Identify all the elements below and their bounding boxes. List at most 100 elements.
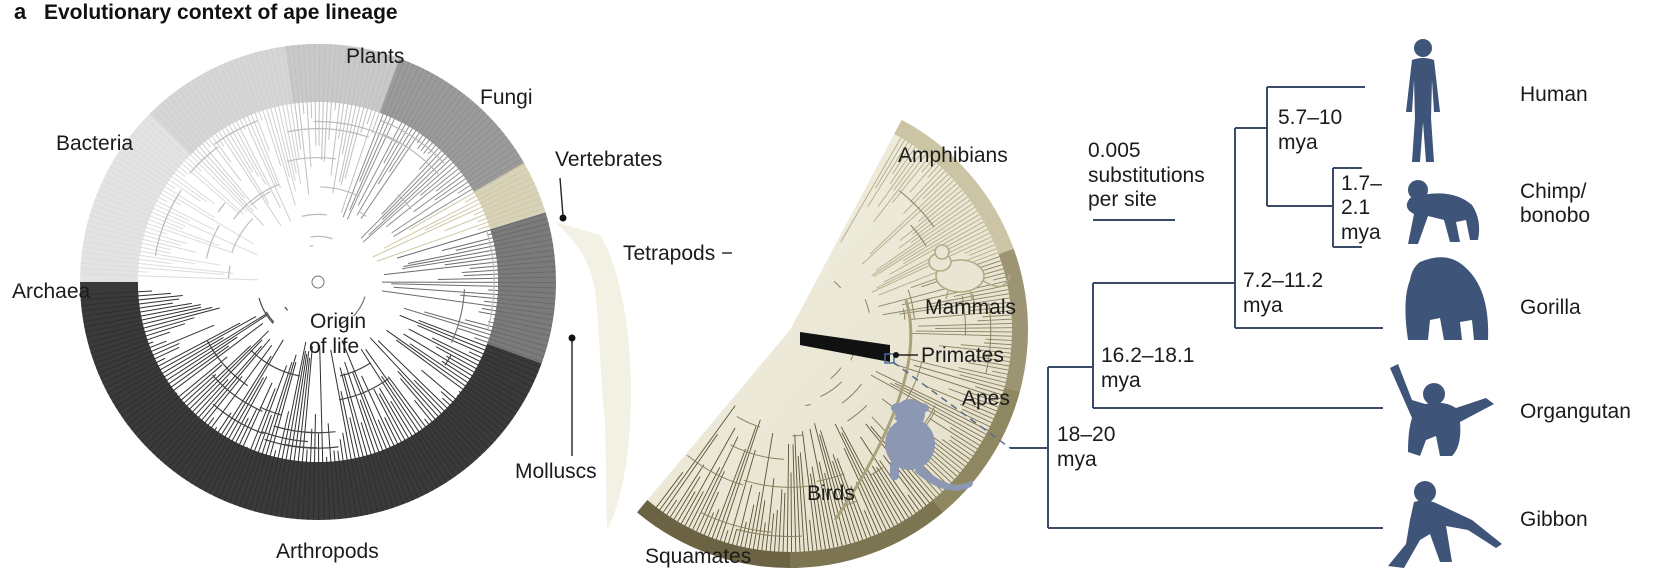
fan-tip-branch <box>892 156 930 203</box>
fan-tip-branch <box>875 370 991 428</box>
fan-tip-branch <box>666 499 678 515</box>
tip-branch <box>115 313 267 408</box>
tip-branch <box>396 339 510 424</box>
origin-node <box>311 275 325 289</box>
tip-branch <box>457 327 545 358</box>
tip-branch <box>455 228 551 251</box>
tip-branch <box>172 417 215 472</box>
tip-branch <box>200 74 259 177</box>
tip-branch <box>333 450 341 519</box>
tip-branch <box>149 113 248 212</box>
internal-arc <box>250 349 300 377</box>
scale-label-line3: per site <box>1088 188 1157 211</box>
internal-arc <box>309 245 314 247</box>
tip-branch <box>82 246 196 265</box>
tip-branch <box>371 58 400 134</box>
tip-branch <box>459 294 556 305</box>
tip-branch <box>442 397 493 445</box>
tip-branch <box>127 323 264 426</box>
vertebrates-callout <box>559 177 564 217</box>
fan-tip-branch <box>677 491 696 522</box>
internal-arc <box>450 289 466 343</box>
tip-branch <box>334 45 342 111</box>
ape-phylogeny <box>1010 86 1383 529</box>
apes-zoom-line <box>892 361 1011 449</box>
tip-branch <box>477 197 541 223</box>
tip-branch <box>387 376 461 474</box>
fan-tip-branch <box>899 297 1010 315</box>
fan-tip-branch <box>873 154 927 223</box>
tip-branch <box>109 316 257 399</box>
internal-arc <box>264 438 339 449</box>
tip-branch <box>164 338 271 465</box>
internal-arc <box>213 131 235 145</box>
fan-tip-branch <box>801 431 818 551</box>
fan-internal-arc <box>910 224 927 247</box>
fan-tip-branch <box>723 529 729 543</box>
fan-internal-arc <box>730 444 785 460</box>
fan-internal-arc <box>830 367 842 380</box>
tip-branch <box>87 307 220 344</box>
tip-branch <box>477 207 545 231</box>
fan-internal-arc <box>841 383 862 404</box>
tip-branch <box>344 51 379 179</box>
tip-branch <box>388 81 448 173</box>
taxon-chimp-line2: bonobo <box>1520 204 1590 227</box>
label-origin-line1: Origin <box>310 310 366 333</box>
human-icon <box>1406 39 1440 162</box>
tree-of-life-branches <box>80 44 557 521</box>
tip-branch <box>360 112 486 239</box>
fan-tip-branch <box>866 468 899 525</box>
tip-branch <box>444 192 539 232</box>
tip-branch <box>446 355 525 402</box>
tip-branch <box>229 60 282 189</box>
tip-branch <box>407 233 552 265</box>
fan-tip-branch <box>707 509 720 537</box>
orangutan-icon <box>1390 364 1494 456</box>
tip-branch <box>218 382 273 499</box>
fan-tip-branch <box>898 196 968 249</box>
label-bacteria: Bacteria <box>56 132 133 155</box>
fan-tip-branch <box>860 436 913 516</box>
tip-branch <box>340 50 374 186</box>
tip-branch <box>81 295 183 307</box>
fan-tip-branch <box>969 244 996 256</box>
tip-branch <box>441 360 519 411</box>
node-label-chimp-bonobo-2: 2.1 <box>1341 196 1370 219</box>
fan-tip-branch <box>778 489 783 552</box>
fan-tip-branch <box>850 485 872 537</box>
fan-tip-branch <box>876 466 910 518</box>
fan-tip-branch <box>982 353 1011 358</box>
tip-branch <box>169 95 211 148</box>
fan-tip-branch <box>861 179 955 265</box>
tip-branch <box>483 300 555 310</box>
fan-tip-branch <box>794 434 801 552</box>
tip-branch <box>234 58 270 152</box>
fan-tip-branch <box>921 159 933 173</box>
tip-branch <box>190 355 272 484</box>
fan-tip-branch <box>875 139 906 189</box>
sector-vertebrates <box>473 163 546 230</box>
internal-arc <box>284 306 289 311</box>
fan-tip-branch <box>873 473 902 523</box>
tip-branch <box>323 44 331 162</box>
tip-branch <box>458 390 507 429</box>
tip-branch <box>312 414 316 520</box>
fan-internal-arc <box>805 403 811 407</box>
fan-tip-branch <box>959 374 1005 388</box>
fan-tip-branch <box>659 405 736 511</box>
tip-branch <box>249 354 297 511</box>
tip-branch <box>440 391 497 441</box>
tip-branch <box>141 121 245 215</box>
tip-branch <box>89 317 195 349</box>
tip-branch <box>441 223 549 252</box>
taxon-orangutan: Organgutan <box>1520 400 1631 423</box>
fan-tip-branch <box>882 454 924 509</box>
tip-branch <box>423 97 470 154</box>
fan-tip-branch <box>968 362 1009 371</box>
tip-branch <box>115 155 216 219</box>
internal-arc <box>286 156 336 163</box>
tip-branch <box>98 324 215 374</box>
tip-branch <box>302 449 308 520</box>
